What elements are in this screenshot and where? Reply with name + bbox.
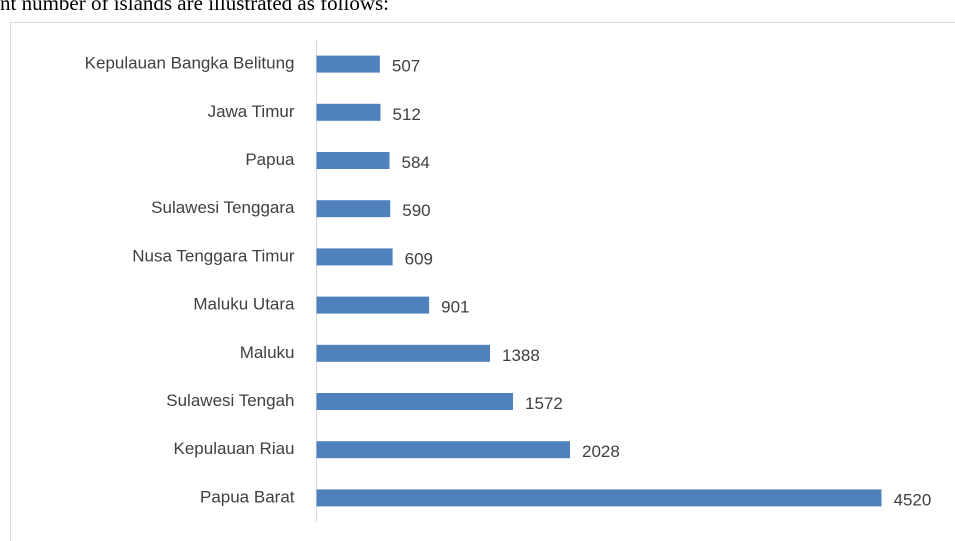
y-tick-label: Papua Barat	[200, 487, 295, 506]
y-tick-label: Kepulauan Riau	[174, 439, 295, 458]
bar	[316, 55, 380, 73]
document-text: nt number of islands are illustrated as …	[0, 0, 389, 15]
y-tick-label: Maluku Utara	[193, 295, 295, 314]
y-tick-label: Kepulauan Bangka Belitung	[85, 54, 295, 73]
y-tick-label: Sulawesi Tenggara	[151, 198, 295, 217]
bar	[316, 296, 430, 314]
bar	[316, 103, 381, 121]
bar	[316, 489, 882, 507]
data-label: 512	[393, 105, 421, 124]
y-tick-label: Maluku	[240, 343, 295, 362]
y-tick-label: Sulawesi Tengah	[166, 391, 294, 410]
data-label: 1388	[502, 346, 540, 365]
data-label: 507	[392, 57, 420, 76]
data-label: 4520	[894, 490, 932, 509]
y-tick-label: Jawa Timur	[208, 102, 295, 121]
bar	[316, 248, 393, 266]
data-label: 1572	[525, 394, 563, 413]
data-label: 590	[402, 201, 430, 220]
data-label: 2028	[582, 442, 620, 461]
data-label: 584	[402, 153, 430, 172]
bar	[316, 344, 490, 362]
y-tick-label: Nusa Tenggara Timur	[132, 246, 295, 265]
bar	[316, 200, 391, 218]
bar	[316, 393, 513, 410]
y-tick-label: Papua	[245, 150, 295, 169]
bar	[316, 152, 390, 169]
data-label: 609	[405, 249, 433, 268]
bar	[316, 441, 570, 459]
data-label: 901	[441, 298, 469, 317]
